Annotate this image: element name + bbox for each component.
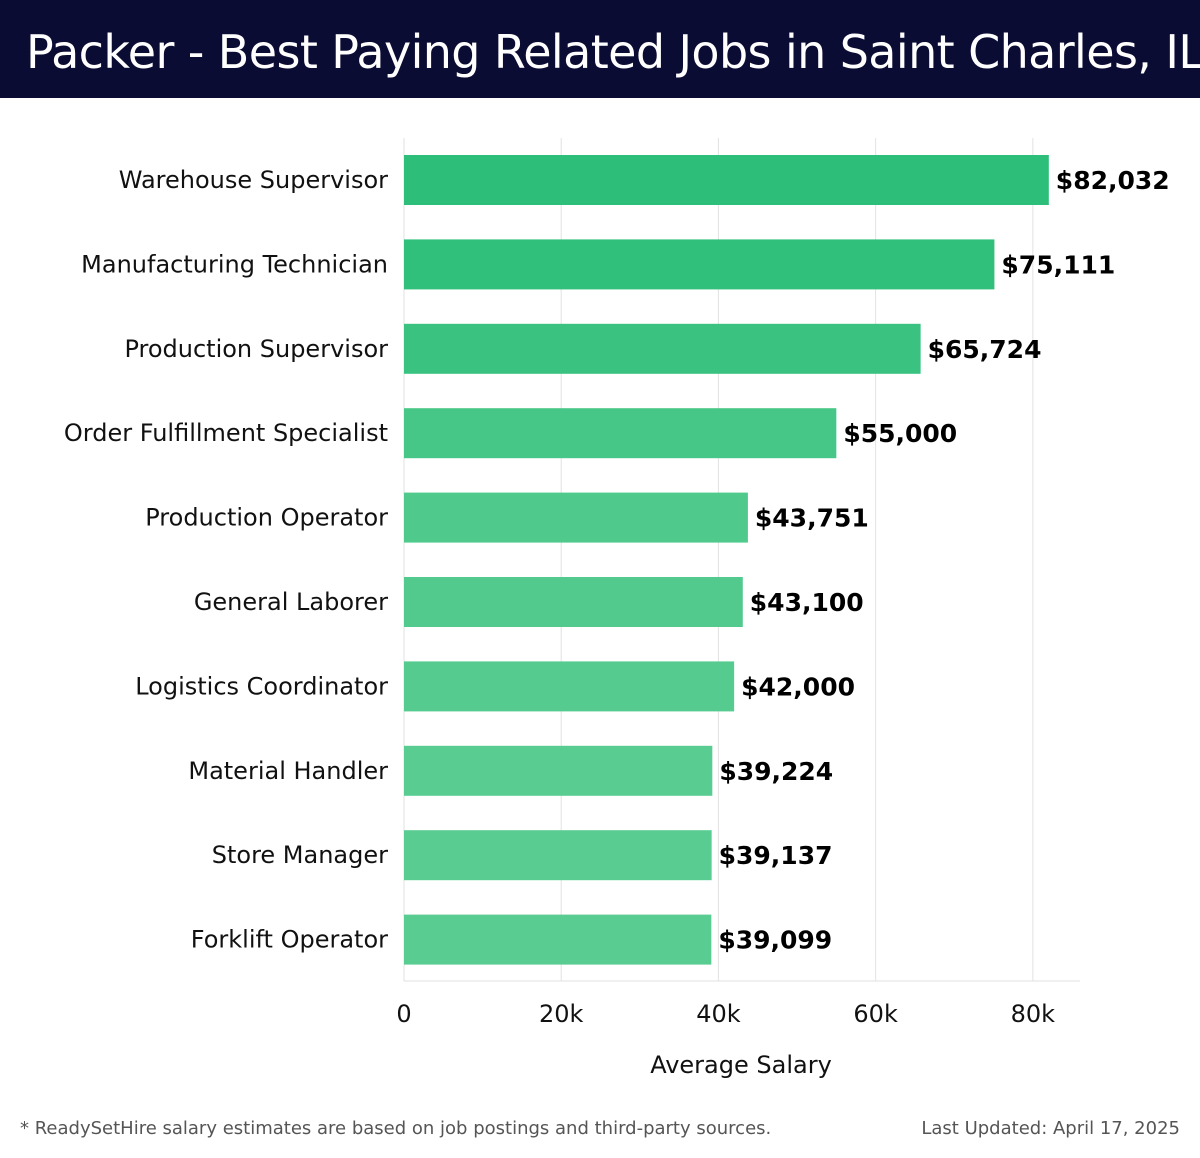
- x-tick-label-3: 60k: [853, 1000, 898, 1028]
- x-tick-label-4: 80k: [1011, 1000, 1056, 1028]
- value-label-8: $39,137: [719, 841, 833, 870]
- value-label-4: $43,751: [755, 504, 869, 533]
- bar-0: [404, 155, 1049, 205]
- x-axis-title: Average Salary: [650, 1051, 832, 1079]
- x-tick-label-2: 40k: [696, 1000, 741, 1028]
- last-updated: Last Updated: April 17, 2025: [921, 1118, 1180, 1139]
- value-label-0: $82,032: [1056, 166, 1170, 195]
- bar-6: [404, 661, 735, 712]
- category-label-0: Warehouse Supervisor: [119, 166, 388, 194]
- chart-title: Packer - Best Paying Related Jobs in Sai…: [26, 25, 1200, 79]
- category-label-9: Forklift Operator: [191, 926, 388, 954]
- category-label-7: Material Handler: [188, 757, 388, 785]
- category-label-4: Production Operator: [145, 504, 388, 532]
- category-label-6: Logistics Coordinator: [135, 672, 388, 700]
- x-tick-label-1: 20k: [539, 1000, 584, 1028]
- value-label-1: $75,111: [1001, 250, 1115, 279]
- category-label-2: Production Supervisor: [124, 335, 388, 363]
- bar-3: [404, 408, 837, 459]
- bar-chart: Warehouse Supervisor Manufacturing Techni…: [64, 138, 1170, 1079]
- value-label-7: $39,224: [719, 757, 833, 786]
- bar-2: [404, 323, 921, 374]
- bar-5: [404, 577, 743, 627]
- value-label-5: $43,100: [750, 588, 864, 617]
- bar-4: [404, 492, 748, 543]
- category-label-5: General Laborer: [194, 588, 388, 616]
- bar-1: [404, 239, 995, 290]
- bar-7: [404, 745, 713, 796]
- category-label-1: Manufacturing Technician: [81, 250, 388, 278]
- x-axis-ticks: 0 20k 40k 60k 80k: [396, 1000, 1055, 1028]
- footnote: * ReadySetHire salary estimates are base…: [20, 1118, 772, 1139]
- value-label-9: $39,099: [718, 926, 832, 955]
- category-label-3: Order Fulfillment Specialist: [64, 419, 388, 447]
- x-tick-label-0: 0: [396, 1000, 411, 1028]
- bar-8: [404, 830, 712, 881]
- title-bar: Packer - Best Paying Related Jobs in Sai…: [0, 0, 1200, 98]
- category-label-8: Store Manager: [212, 841, 388, 869]
- value-label-2: $65,724: [928, 335, 1042, 364]
- bar-9: [404, 914, 712, 965]
- category-labels: Warehouse Supervisor Manufacturing Techni…: [64, 166, 388, 954]
- value-label-6: $42,000: [741, 672, 855, 701]
- bars: [404, 155, 1049, 965]
- value-labels: $82,032 $75,111 $65,724 $55,000 $43,751 $43,1…: [718, 166, 1169, 955]
- value-label-3: $55,000: [843, 419, 957, 448]
